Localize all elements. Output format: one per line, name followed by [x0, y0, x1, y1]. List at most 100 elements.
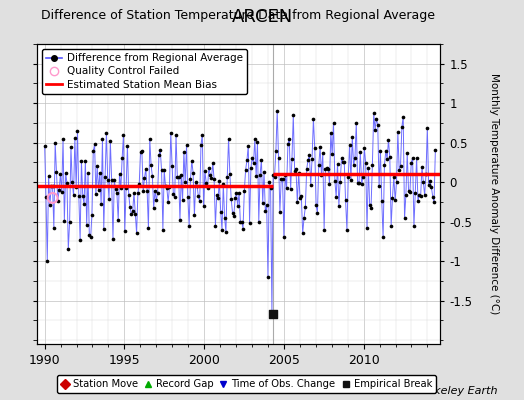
Point [391, 197, 399, 204]
Point [94, 187, 103, 194]
Point [250, 136, 259, 142]
Point [378, 198, 386, 204]
Point [406, 189, 414, 195]
Point [339, 159, 347, 165]
Point [351, 154, 359, 161]
Point [106, 138, 115, 144]
Point [157, 167, 166, 174]
Point [138, 147, 146, 154]
Point [186, 176, 194, 182]
Point [177, 171, 185, 178]
Point [66, 219, 74, 226]
Point [167, 129, 175, 136]
Point [372, 115, 380, 122]
Point [190, 212, 199, 218]
Text: ARCEN: ARCEN [232, 8, 292, 26]
Legend: Difference from Regional Average, Quality Control Failed, Estimated Station Mean: Difference from Regional Average, Qualit… [42, 49, 247, 94]
Point [99, 136, 107, 142]
Point [332, 194, 341, 200]
Point [200, 203, 208, 209]
Point [362, 160, 370, 166]
Point [147, 162, 155, 168]
Point [63, 180, 71, 186]
Point [317, 172, 325, 178]
Point [192, 178, 200, 185]
Point [118, 155, 126, 161]
Point [107, 177, 116, 184]
Point [360, 145, 368, 152]
Point [395, 166, 403, 173]
Point [320, 226, 329, 233]
Point [164, 199, 172, 205]
Point [52, 169, 61, 175]
Point [403, 150, 411, 156]
Point [69, 192, 78, 198]
Text: Berkeley Earth: Berkeley Earth [416, 386, 498, 396]
Point [64, 246, 72, 252]
Point [287, 186, 295, 193]
Point [189, 170, 197, 176]
Point [255, 218, 263, 225]
Point [97, 201, 105, 207]
Point [178, 196, 187, 203]
Point [282, 185, 291, 191]
Point [215, 178, 224, 184]
Point [125, 192, 133, 198]
Point [79, 193, 87, 199]
Point [105, 195, 113, 202]
Point [410, 222, 418, 229]
Point [140, 175, 149, 182]
Point [294, 170, 303, 176]
Point [399, 114, 407, 120]
Point [74, 192, 83, 199]
Point [396, 163, 405, 169]
Point [420, 192, 429, 198]
Point [268, 311, 277, 317]
Point [335, 203, 343, 209]
Point [71, 135, 79, 141]
Point [301, 204, 310, 210]
Point [155, 152, 163, 158]
Point [130, 190, 138, 196]
Point [405, 188, 413, 194]
Point [355, 180, 363, 186]
Point [59, 136, 67, 142]
Point [304, 157, 312, 163]
Point [222, 229, 230, 236]
Point [400, 215, 409, 221]
Point [275, 154, 283, 161]
Point [257, 156, 266, 163]
Point [168, 162, 176, 169]
Point [50, 224, 58, 231]
Point [248, 154, 256, 161]
Point [197, 142, 205, 148]
Point [245, 220, 254, 226]
Point [237, 218, 246, 225]
Point [314, 162, 323, 168]
Point [218, 226, 226, 233]
Point [216, 208, 225, 215]
Point [53, 198, 62, 204]
Point [240, 188, 248, 194]
Point [114, 217, 123, 223]
Point [265, 178, 274, 185]
Point [227, 196, 235, 202]
Point [173, 174, 181, 180]
Point [343, 226, 351, 233]
Point [386, 154, 394, 160]
Point [72, 184, 80, 190]
Point [414, 198, 422, 204]
Point [89, 148, 97, 155]
Point [149, 205, 158, 211]
Point [135, 180, 144, 187]
Point [383, 156, 391, 162]
Point [76, 237, 84, 244]
Point [51, 140, 59, 146]
Point [408, 154, 417, 161]
Point [165, 184, 173, 191]
Point [261, 208, 269, 215]
Point [387, 222, 395, 229]
Point [273, 108, 281, 114]
Point [354, 180, 362, 186]
Point [152, 197, 160, 203]
